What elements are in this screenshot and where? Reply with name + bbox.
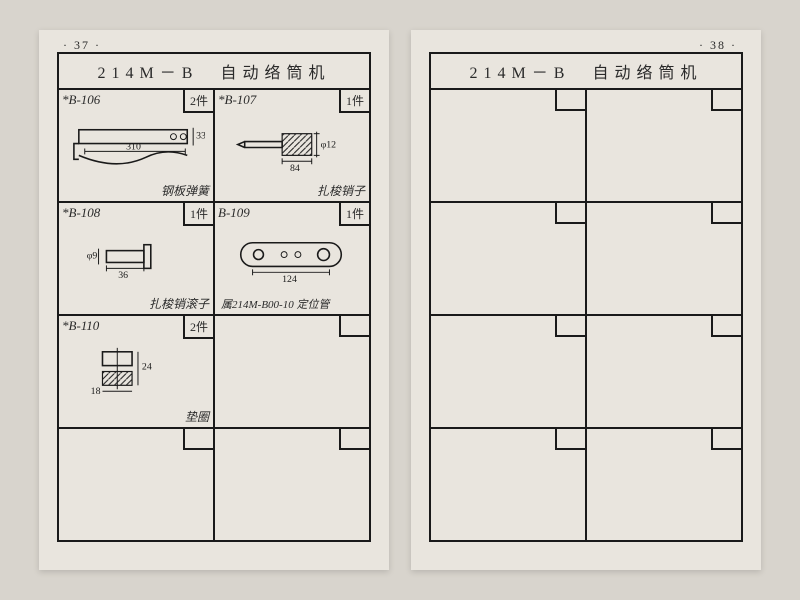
cell-empty	[215, 316, 369, 427]
part-drawing: 124	[223, 225, 361, 294]
parts-grid: 214M－B 自动络筒机	[429, 52, 743, 542]
part-qty	[183, 429, 213, 450]
part-qty: 1件	[339, 203, 369, 226]
part-qty: 2件	[183, 90, 213, 113]
part-label: 扎梭销子	[317, 182, 365, 199]
cell-empty	[431, 316, 587, 427]
cell-empty	[587, 429, 741, 540]
dim: 84	[290, 163, 300, 174]
cell-empty	[59, 429, 215, 540]
cell-b110: *B-110 2件 24 18 垫圈	[59, 316, 215, 427]
part-label: 垫圈	[185, 408, 209, 425]
cell-empty	[587, 203, 741, 314]
grid-row	[431, 90, 741, 203]
cell-empty	[215, 429, 369, 540]
part-qty: 2件	[183, 316, 213, 339]
grid-row: *B-108 1件 φ9 36 扎梭销滚子	[59, 203, 369, 316]
part-qty: 1件	[183, 203, 213, 226]
parts-grid: 214M－B 自动络筒机 *B-106 2件 310	[57, 52, 371, 542]
part-drawing: 24 18	[67, 338, 205, 407]
part-number: *B-110	[62, 318, 99, 334]
cell-empty	[587, 90, 741, 201]
part-number: *B-106	[62, 92, 100, 108]
grid-row: *B-110 2件 24 18 垫圈	[59, 316, 369, 429]
part-label: 扎梭销滚子	[149, 295, 209, 312]
cell-empty	[431, 203, 587, 314]
cell-b107: *B-107 1件 φ12 84	[215, 90, 369, 201]
part-number: *B-108	[62, 205, 100, 221]
dim: 33	[196, 131, 205, 142]
part-qty: 1件	[339, 90, 369, 113]
page-title: 214M－B 自动络筒机	[59, 54, 369, 90]
part-drawing: 310 33	[67, 112, 205, 181]
grid-row	[431, 203, 741, 316]
page-title: 214M－B 自动络筒机	[431, 54, 741, 90]
page-right: · 38 · 214M－B 自动络筒机	[411, 30, 761, 570]
cell-empty	[587, 316, 741, 427]
part-drawing: φ12 84	[223, 112, 361, 181]
cell-b108: *B-108 1件 φ9 36 扎梭销滚子	[59, 203, 215, 314]
dim: 124	[282, 274, 297, 285]
part-label: 属214M-B00-10 定位管	[221, 296, 365, 312]
grid-row	[431, 429, 741, 540]
dim: 36	[118, 270, 128, 281]
part-qty	[339, 429, 369, 450]
page-number: · 37 ·	[63, 38, 101, 53]
dim: φ9	[87, 251, 98, 262]
page-number: · 38 ·	[699, 38, 737, 53]
dim: 18	[91, 386, 101, 397]
cell-b106: *B-106 2件 310 33	[59, 90, 215, 201]
part-label: 钢板弹簧	[161, 182, 209, 199]
cell-b109: B-109 1件 124 属214M-B00-10 定位	[215, 203, 369, 314]
grid-row	[431, 316, 741, 429]
part-number: *B-107	[218, 92, 256, 108]
cell-empty	[431, 429, 587, 540]
part-drawing: φ9 36	[67, 225, 205, 294]
cell-empty	[431, 90, 587, 201]
grid-row	[59, 429, 369, 540]
dim: 310	[126, 141, 141, 152]
part-qty	[339, 316, 369, 337]
dim: 24	[142, 362, 152, 373]
part-number: B-109	[218, 205, 250, 221]
dim: φ12	[321, 139, 337, 150]
grid-row: *B-106 2件 310 33	[59, 90, 369, 203]
page-left: · 37 · 214M－B 自动络筒机 *B-106 2件	[39, 30, 389, 570]
